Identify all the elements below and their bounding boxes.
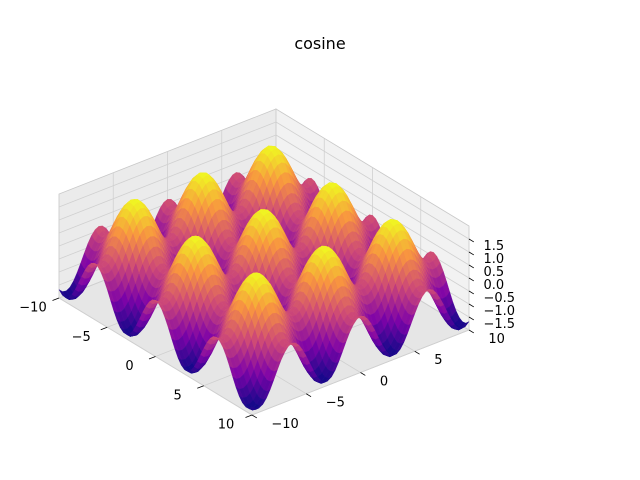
z-tick-label: 1.0 xyxy=(484,252,505,267)
y-tick xyxy=(468,329,475,334)
y-tick xyxy=(414,350,420,355)
z-tick xyxy=(468,264,475,269)
grid-line-z-back xyxy=(275,134,470,253)
z-tick xyxy=(468,303,475,308)
x-tick-label: −10 xyxy=(19,301,46,316)
y-tick-label: 10 xyxy=(488,332,505,347)
grid-line-z-side xyxy=(58,147,277,234)
x-tick xyxy=(245,414,253,418)
y-tick xyxy=(360,372,366,376)
x-tick-label: −5 xyxy=(72,330,91,345)
chart-title: cosine xyxy=(294,34,345,53)
z-tick-label: 0.0 xyxy=(484,278,505,293)
z-tick xyxy=(468,277,475,282)
z-tick xyxy=(468,238,475,243)
z-tick xyxy=(468,290,475,295)
z-tick xyxy=(468,316,475,321)
x-tick xyxy=(52,297,60,301)
x-tick-label: 0 xyxy=(125,359,133,374)
x-tick-label: 5 xyxy=(174,388,182,403)
y-tick xyxy=(251,414,258,419)
z-tick-label: −1.5 xyxy=(484,317,516,332)
z-tick-label: 1.5 xyxy=(484,239,505,254)
x-tick xyxy=(148,356,156,360)
z-tick-label: −0.5 xyxy=(484,291,516,306)
surface-face xyxy=(248,406,257,411)
x-tick-label: 10 xyxy=(218,418,235,433)
grid-line-z-side xyxy=(58,134,277,221)
y-tick-label: −5 xyxy=(326,396,345,411)
x-tick xyxy=(100,326,108,331)
y-tick-label: −10 xyxy=(271,417,298,432)
y-tick xyxy=(306,393,312,398)
grid-line-z-side xyxy=(58,121,277,208)
z-tick xyxy=(468,251,475,256)
y-tick-label: 0 xyxy=(380,374,388,389)
grid-line-z-back xyxy=(275,147,470,266)
surface-mesh xyxy=(58,145,470,411)
z-tick-label: −1.0 xyxy=(484,304,516,319)
x-tick xyxy=(197,385,204,389)
z-tick-label: 0.5 xyxy=(484,265,505,280)
y-tick-label: 5 xyxy=(434,353,442,368)
grid-line-z-back xyxy=(275,121,470,240)
